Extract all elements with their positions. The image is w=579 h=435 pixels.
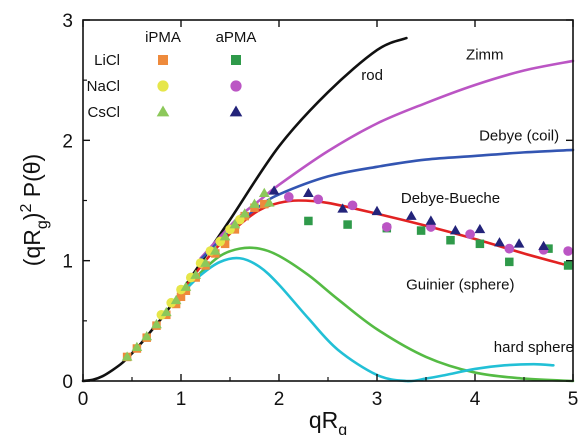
data-point — [475, 239, 485, 249]
curve-hard-sphere — [179, 256, 555, 383]
curve-labels: rod Zimm Debye (coil) Debye-Bueche Guinier (… — [361, 47, 574, 356]
series-apma-licl — [304, 216, 573, 270]
data-point — [538, 240, 549, 250]
data-point — [563, 246, 573, 256]
legend-header-apma: aPMA — [216, 29, 257, 46]
y-axis-title-part-2: ) — [19, 213, 45, 221]
series-apma-cscl — [268, 185, 549, 250]
data-point — [513, 238, 525, 248]
data-point — [304, 216, 313, 226]
data-point — [283, 192, 294, 202]
y-axis-title: (qRg)2 P(θ) — [18, 154, 51, 266]
data-point — [219, 231, 231, 241]
curve-label-debye-bueche: Debye-Bueche — [401, 190, 500, 207]
data-point — [425, 215, 437, 225]
data-point — [343, 220, 352, 229]
x-axis-title: qRg — [309, 407, 347, 435]
legend-marker-apma-cscl — [229, 105, 243, 117]
data-point — [220, 239, 230, 249]
x-tick-label: 3 — [372, 389, 383, 410]
x-axis-title-main: qR — [309, 407, 338, 433]
data-point — [474, 223, 486, 234]
data-point — [263, 197, 275, 207]
x-tick-label: 0 — [78, 389, 89, 410]
axes: 0 1 2 3 4 5 0 1 2 3 — [62, 11, 578, 410]
x-tick-label: 2 — [274, 389, 285, 410]
y-tick-label: 3 — [62, 11, 73, 32]
data-markers — [121, 185, 573, 362]
legend-marker-ipma-cscl — [156, 105, 170, 117]
data-point — [337, 203, 349, 213]
data-point — [131, 341, 143, 352]
data-point — [249, 198, 260, 208]
curve-label-rod: rod — [361, 67, 383, 84]
y-tick-label: 2 — [62, 131, 73, 152]
legend-label-nacl: NaCl — [87, 78, 120, 95]
y-tick-label: 1 — [62, 252, 73, 273]
data-point — [209, 245, 221, 255]
data-point — [258, 187, 270, 198]
series-ipma-nacl — [156, 214, 245, 320]
y-axis-title-part-3: P(θ) — [19, 154, 45, 204]
legend-label-licl: LiCl — [94, 52, 120, 69]
data-point — [371, 205, 383, 216]
data-point — [563, 261, 573, 270]
data-point — [160, 306, 172, 317]
data-point — [446, 235, 455, 245]
data-point — [494, 237, 505, 247]
legend-marker-apma-nacl — [230, 80, 242, 92]
x-axis-title-sub: g — [338, 422, 347, 435]
data-point — [260, 199, 269, 209]
curve-label-debye-coil: Debye (coil) — [479, 127, 559, 144]
data-point — [151, 318, 162, 329]
data-point — [141, 330, 153, 341]
data-point — [230, 225, 240, 234]
data-point — [505, 257, 514, 267]
legend: iPMA aPMA LiCl NaCl CsCl — [87, 29, 257, 121]
y-tick-label: 0 — [62, 372, 73, 393]
y-axis-title-sup: 2 — [18, 204, 35, 213]
data-point — [303, 187, 314, 198]
data-point — [239, 208, 251, 218]
curve-label-zimm: Zimm — [466, 47, 504, 64]
curve-guinier-sphere — [179, 246, 575, 383]
data-point — [416, 226, 426, 235]
curve-label-guinier-sphere: Guinier (sphere) — [406, 277, 514, 294]
series-ipma-cscl — [121, 187, 275, 361]
y-axis-title-part-1: (qR — [19, 229, 45, 266]
legend-marker-ipma-licl — [158, 55, 168, 65]
data-point — [190, 269, 202, 279]
data-point — [504, 243, 515, 254]
data-point — [544, 244, 553, 253]
data-point — [381, 222, 392, 232]
data-point — [465, 229, 475, 240]
curve-label-hard-sphere: hard sphere — [494, 339, 574, 356]
data-point — [450, 225, 461, 235]
legend-label-cscl: CsCl — [88, 104, 121, 121]
x-tick-label: 5 — [568, 389, 579, 410]
x-tick-label: 4 — [470, 389, 481, 410]
data-point — [121, 351, 133, 361]
legend-header-ipma: iPMA — [145, 29, 181, 46]
y-axis-title-sub: g — [34, 220, 51, 229]
data-point — [180, 281, 192, 291]
data-point — [229, 219, 241, 229]
data-point — [268, 185, 280, 195]
data-point — [176, 292, 186, 302]
x-tick-label: 1 — [176, 389, 187, 410]
data-point — [347, 200, 358, 211]
data-point — [405, 210, 417, 220]
data-point — [200, 257, 211, 267]
data-point — [313, 194, 324, 205]
legend-marker-apma-licl — [231, 55, 241, 65]
data-point — [170, 294, 182, 305]
legend-marker-ipma-nacl — [157, 80, 169, 92]
